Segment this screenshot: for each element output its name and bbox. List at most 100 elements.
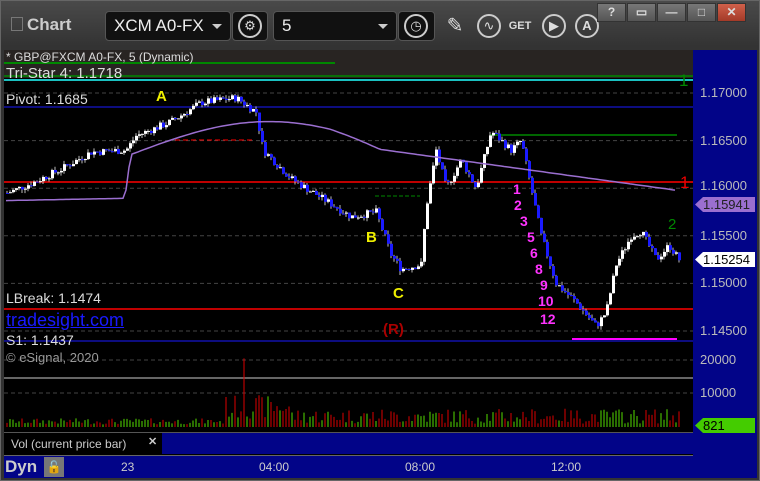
candle-body xyxy=(135,135,138,141)
candle-body xyxy=(570,294,573,297)
candle-body xyxy=(33,181,36,186)
help-button[interactable]: ? xyxy=(597,3,626,22)
time-button[interactable]: ◷ xyxy=(398,11,435,41)
link-button[interactable]: ▭ xyxy=(627,3,656,22)
lock-icon[interactable]: 🔓 xyxy=(44,457,64,477)
chevron-down-icon xyxy=(212,24,222,34)
drag-grip-icon[interactable] xyxy=(11,17,23,31)
candle-body xyxy=(447,180,450,183)
candle-body xyxy=(366,210,369,218)
candle-body xyxy=(426,203,429,230)
dynamic-mode-label[interactable]: Dyn xyxy=(5,457,38,476)
candle-body xyxy=(228,99,231,101)
candle-body xyxy=(318,194,321,197)
price-axis[interactable]: 1.17000 1.16500 1.16000 1.15500 1.15000 … xyxy=(693,50,757,478)
candle-body xyxy=(477,182,480,188)
ma-value-tag: 1.15941 xyxy=(695,197,755,212)
candle-body xyxy=(540,217,543,234)
alert-icon[interactable]: A xyxy=(575,14,599,38)
candle-body xyxy=(678,252,681,261)
candle-body xyxy=(60,170,63,173)
candle-body xyxy=(174,117,177,120)
settings-icon: ⚙ xyxy=(238,14,262,38)
candle-body xyxy=(111,151,114,153)
copyright-label: © eSignal, 2020 xyxy=(6,350,99,365)
candle-body xyxy=(75,159,78,165)
candle-body xyxy=(519,141,522,143)
candle-body xyxy=(231,95,234,100)
candle-body xyxy=(72,164,75,167)
candle-body xyxy=(117,149,120,154)
count-label: 3 xyxy=(520,213,528,229)
watermark-link[interactable]: tradesight.com xyxy=(6,310,125,330)
candle-body xyxy=(591,318,594,321)
get-icon[interactable]: GET xyxy=(508,20,532,32)
candle-body xyxy=(276,165,279,168)
candle-body xyxy=(390,243,393,257)
minimize-button[interactable]: — xyxy=(657,3,686,22)
candle-body xyxy=(486,146,489,155)
interval-select[interactable]: 5 xyxy=(273,11,397,41)
symbol-select[interactable]: XCM A0-FX xyxy=(105,11,231,41)
candle-body xyxy=(603,315,606,318)
count-label: 12 xyxy=(540,311,556,327)
candle-body xyxy=(594,320,597,323)
marker-c: C xyxy=(393,285,404,302)
candle-body xyxy=(243,101,246,106)
candle-body xyxy=(171,117,174,120)
candle-body xyxy=(495,132,498,134)
candle-body xyxy=(324,194,327,202)
candle-body xyxy=(54,169,57,173)
candle-body xyxy=(105,149,108,151)
marker-red-1: 1 xyxy=(680,173,690,192)
candle-body xyxy=(585,310,588,315)
maximize-button[interactable]: □ xyxy=(687,3,716,22)
candle-body xyxy=(18,186,21,189)
candle-body xyxy=(183,114,186,116)
candle-body xyxy=(321,194,324,197)
time-tick: 23 xyxy=(121,460,135,474)
candle-body xyxy=(396,258,399,261)
candle-body xyxy=(288,176,291,179)
moving-average-line xyxy=(5,120,676,202)
candle-body xyxy=(423,229,426,262)
candle-body xyxy=(615,265,618,276)
candle-body xyxy=(663,251,666,257)
candle-body xyxy=(501,140,504,142)
candle-body xyxy=(525,148,528,162)
candle-body xyxy=(63,164,66,171)
candle-body xyxy=(510,144,513,153)
time-tick: 08:00 xyxy=(405,460,436,474)
candle-body xyxy=(99,151,102,155)
candle-body xyxy=(282,167,285,174)
close-button[interactable]: ✕ xyxy=(717,3,746,22)
candle-body xyxy=(600,317,603,327)
candle-body xyxy=(438,149,441,163)
candle-body xyxy=(330,199,333,207)
candle-body xyxy=(588,314,591,319)
count-label: 5 xyxy=(527,229,535,245)
candle-body xyxy=(297,181,300,183)
pencil-icon[interactable]: ✎ xyxy=(446,15,464,37)
candle-body xyxy=(207,98,210,104)
time-axis[interactable]: Dyn 🔓 23 04:00 08:00 12:00 xyxy=(4,455,693,478)
candle-body xyxy=(264,142,267,156)
candle-body xyxy=(618,258,621,266)
candle-body xyxy=(441,162,444,170)
title-text: Chart xyxy=(27,15,72,34)
candle-body xyxy=(15,188,18,190)
candle-body xyxy=(168,119,171,126)
settings-button[interactable]: ⚙ xyxy=(232,11,268,41)
study-icon[interactable]: ∿ xyxy=(477,14,501,38)
candle-body xyxy=(255,108,258,113)
candle-body xyxy=(57,172,60,174)
candle-body xyxy=(306,184,309,192)
play-icon[interactable]: ▶ xyxy=(542,14,566,38)
candle-body xyxy=(669,245,672,250)
candle-body xyxy=(459,159,462,168)
candle-body xyxy=(114,149,117,152)
price-chart[interactable] xyxy=(4,50,693,455)
count-label: 8 xyxy=(535,261,543,277)
candle-body xyxy=(240,96,243,102)
close-study-icon[interactable]: ✕ xyxy=(148,436,158,448)
